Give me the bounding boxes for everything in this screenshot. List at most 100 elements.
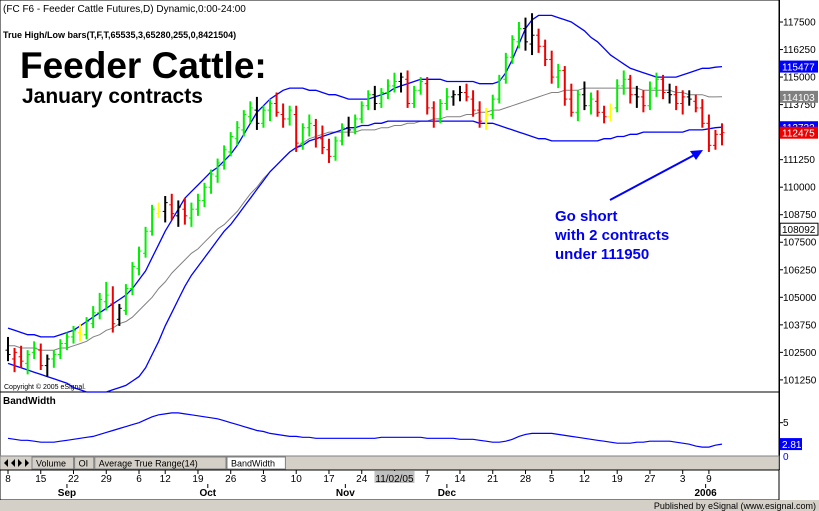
price-bar bbox=[680, 90, 686, 115]
price-panel bbox=[0, 0, 780, 393]
date-tick-label: 10 bbox=[291, 474, 303, 485]
price-bar bbox=[169, 193, 175, 221]
price-bar bbox=[581, 81, 587, 111]
price-bar bbox=[313, 118, 319, 148]
price-tick-label: 101250 bbox=[783, 375, 817, 386]
price-bar bbox=[175, 200, 181, 227]
note-line-2: with 2 contracts bbox=[554, 227, 669, 244]
price-tick-label: 116250 bbox=[783, 45, 816, 56]
tab-oi[interactable]: OI bbox=[74, 456, 95, 470]
price-bars bbox=[5, 13, 725, 377]
annotation-arrow bbox=[609, 151, 701, 201]
price-bar bbox=[234, 121, 240, 146]
price-bar bbox=[143, 226, 149, 258]
date-tick-label: 29 bbox=[101, 474, 113, 485]
scroll-prev-icon[interactable] bbox=[11, 459, 15, 467]
price-tag-label: 112475 bbox=[782, 129, 815, 140]
tab-bandwidth[interactable]: BandWidth bbox=[226, 456, 286, 470]
price-tag-label: 114103 bbox=[782, 93, 815, 104]
price-tick-label: 111250 bbox=[783, 155, 815, 166]
month-label: Sep bbox=[58, 488, 76, 499]
price-tick-label: 102500 bbox=[783, 348, 817, 359]
scroll-first-icon[interactable] bbox=[4, 459, 8, 467]
price-bar bbox=[595, 90, 601, 117]
price-bar bbox=[608, 103, 614, 122]
price-bar bbox=[274, 92, 280, 117]
price-bar bbox=[319, 125, 325, 155]
price-bar bbox=[215, 158, 221, 183]
price-bar bbox=[97, 292, 103, 320]
price-bar bbox=[339, 123, 345, 146]
price-bar bbox=[503, 52, 509, 84]
price-bar bbox=[536, 28, 542, 53]
price-bar bbox=[405, 70, 411, 108]
tab-volume[interactable]: Volume bbox=[31, 456, 75, 470]
date-tick-label: 8 bbox=[5, 474, 11, 485]
price-bar bbox=[103, 281, 109, 311]
scroll-last-icon[interactable] bbox=[25, 459, 29, 467]
price-bar bbox=[221, 145, 227, 170]
price-bar bbox=[588, 92, 594, 115]
price-tag bbox=[780, 126, 818, 139]
copyright: Copyright © 2005 eSignal. bbox=[4, 383, 86, 391]
indicator-tabs[interactable]: Volume OI Average True Range(14) BandWidth bbox=[4, 456, 286, 470]
date-tick-label: 3 bbox=[680, 474, 686, 485]
price-bar bbox=[162, 196, 168, 223]
price-bar bbox=[614, 79, 620, 113]
price-tick-label: 103750 bbox=[783, 320, 817, 331]
price-bar bbox=[208, 169, 214, 194]
price-bar bbox=[575, 90, 581, 122]
price-bar bbox=[300, 123, 306, 150]
date-tick-label: 12 bbox=[579, 474, 591, 485]
date-cursor-box bbox=[374, 471, 415, 483]
lower-band-line bbox=[7, 120, 723, 393]
price-bar bbox=[77, 323, 83, 342]
price-bar bbox=[529, 13, 535, 56]
tab-shape bbox=[31, 456, 75, 470]
tab-average-true-range-14[interactable]: Average True Range(14) bbox=[94, 456, 227, 470]
price-bar bbox=[411, 85, 417, 108]
price-bar bbox=[12, 347, 18, 373]
price-bar bbox=[667, 83, 673, 104]
price-bar bbox=[706, 114, 712, 152]
price-bar bbox=[182, 198, 188, 225]
date-tick-label: 17 bbox=[323, 474, 335, 485]
price-bar bbox=[326, 138, 332, 163]
tab-shape bbox=[74, 456, 95, 470]
price-tags: 115477114103112723112475108092 bbox=[779, 60, 819, 236]
price-bar bbox=[287, 105, 293, 126]
price-bar bbox=[464, 83, 470, 102]
price-bar bbox=[712, 129, 718, 150]
price-bar bbox=[149, 204, 155, 236]
date-tick-label: 9 bbox=[706, 474, 712, 485]
price-bar bbox=[359, 101, 365, 124]
scroll-next-icon[interactable] bbox=[18, 459, 22, 467]
price-bar bbox=[391, 72, 397, 93]
status-bar bbox=[0, 500, 819, 511]
price-bar bbox=[372, 85, 378, 111]
price-tag-label: 115477 bbox=[782, 63, 815, 74]
tab-shape bbox=[94, 456, 227, 470]
subhead: January contracts bbox=[22, 85, 203, 108]
bandwidth-zero-label: 0 bbox=[783, 452, 789, 463]
price-bar bbox=[129, 262, 135, 296]
price-bar bbox=[228, 132, 234, 157]
price-bar bbox=[601, 105, 607, 124]
price-bar bbox=[431, 101, 437, 128]
price-bar bbox=[64, 332, 70, 351]
tab-label: Average True Range(14) bbox=[99, 459, 198, 469]
price-bar bbox=[562, 66, 568, 106]
date-axis-ticks: 8 15 22 29 6 12 19 26 3 10 17 24 11/02/05 7 14 21 28 5 12 1… bbox=[5, 470, 717, 499]
price-tick-label: 105000 bbox=[783, 293, 817, 304]
scroll-first-icon-glyph bbox=[4, 459, 8, 467]
price-bar bbox=[496, 74, 502, 104]
price-bar bbox=[365, 90, 371, 111]
date-tick-label: 6 bbox=[136, 474, 142, 485]
price-bar bbox=[549, 50, 555, 84]
tab-label: Volume bbox=[36, 459, 66, 469]
price-tag bbox=[780, 90, 818, 103]
price-tag bbox=[779, 222, 819, 236]
price-bar bbox=[719, 123, 725, 146]
